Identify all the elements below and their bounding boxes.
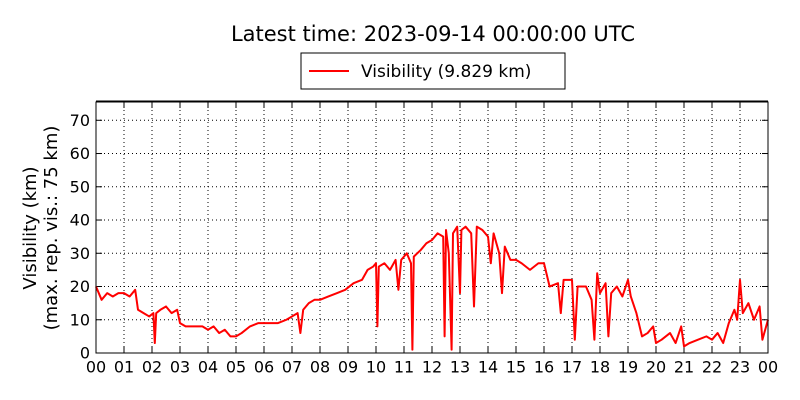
chart-title: Latest time: 2023-09-14 00:00:00 UTC	[231, 22, 635, 46]
x-tick-label: 08	[310, 358, 330, 377]
x-tick-label: 17	[562, 358, 582, 377]
x-tick-label: 07	[282, 358, 302, 377]
legend-label: Visibility (9.829 km)	[361, 62, 531, 82]
y-axis-label: (max. rep. vis.: 75 km)	[41, 126, 62, 331]
x-tick-label: 11	[394, 358, 414, 377]
data-line	[95, 225, 769, 351]
x-tick-label: 01	[114, 358, 134, 377]
y-tick-label: 0	[80, 344, 90, 363]
x-tick-label: 21	[674, 358, 694, 377]
y-tick-label: 50	[70, 177, 90, 196]
x-tick-label: 00	[86, 358, 106, 377]
x-tick-label: 12	[422, 358, 442, 377]
x-tick-label: 02	[142, 358, 162, 377]
x-tick-label: 10	[366, 358, 386, 377]
x-tick-label: 03	[170, 358, 190, 377]
y-tick-label: 10	[70, 310, 90, 329]
plot-frame	[95, 101, 769, 354]
x-tick-label: 19	[618, 358, 638, 377]
x-tick-label: 15	[506, 358, 526, 377]
x-tick-label: 05	[226, 358, 246, 377]
x-tick-label: 20	[646, 358, 666, 377]
x-tick-label: 22	[702, 358, 722, 377]
y-axis-label: Visibility (km)	[20, 166, 41, 289]
y-tick-label: 40	[70, 211, 90, 230]
x-tick-label: 00	[758, 358, 778, 377]
x-tick-label: 13	[450, 358, 470, 377]
x-tick-label: 18	[590, 358, 610, 377]
x-tick-label: 16	[534, 358, 554, 377]
y-tick-label: 30	[70, 244, 90, 263]
x-tick-label: 09	[338, 358, 358, 377]
y-tick-label: 60	[70, 144, 90, 163]
x-tick-label: 14	[478, 358, 498, 377]
y-tick-label: 20	[70, 277, 90, 296]
x-tick-label: 06	[254, 358, 274, 377]
y-tick-label: 70	[70, 111, 90, 130]
x-tick-label: 04	[198, 358, 218, 377]
x-tick-label: 23	[730, 358, 750, 377]
